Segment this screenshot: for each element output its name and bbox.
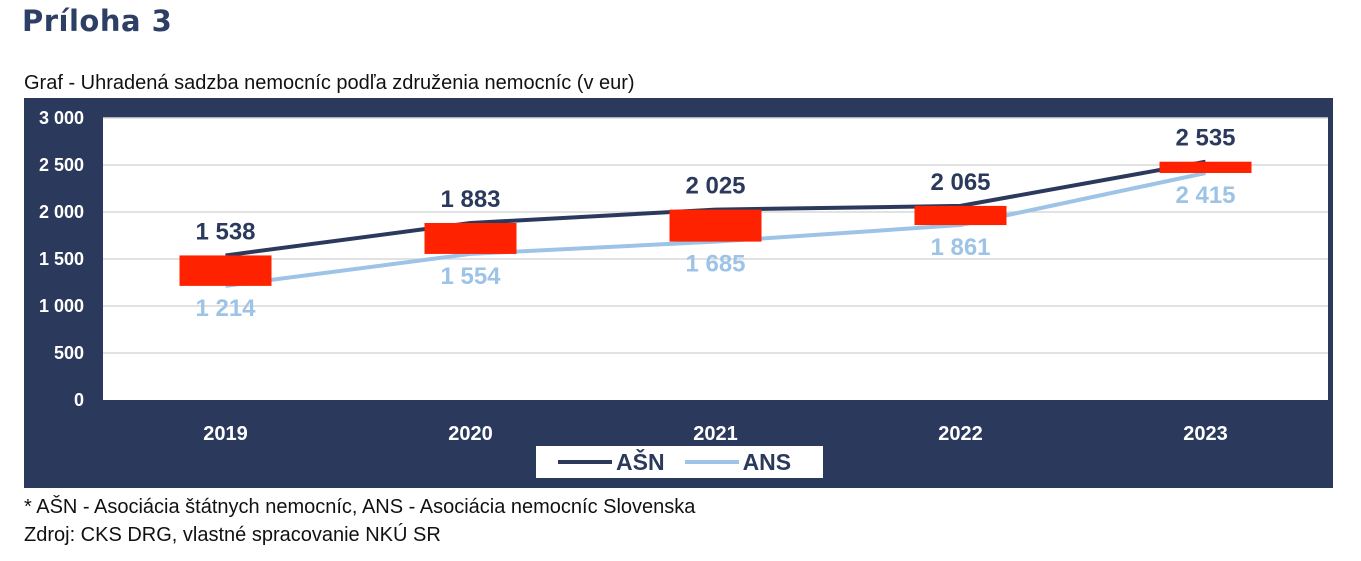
y-tick-label: 2 500 bbox=[39, 155, 84, 175]
legend-item-ans: ANS bbox=[684, 448, 792, 476]
highlight-box bbox=[179, 255, 272, 286]
data-label-ans: 1 861 bbox=[930, 234, 990, 261]
legend-label-ans: ANS bbox=[742, 448, 792, 475]
data-label-asn: 2 025 bbox=[685, 173, 745, 200]
footnote: * AŠN - Asociácia štátnych nemocníc, ANS… bbox=[24, 496, 696, 518]
x-tick-label: 2020 bbox=[448, 423, 493, 445]
data-label-asn: 1 538 bbox=[195, 218, 255, 245]
data-label-asn: 2 065 bbox=[930, 169, 990, 196]
data-label-asn: 2 535 bbox=[1175, 125, 1235, 152]
x-tick-label: 2023 bbox=[1183, 423, 1228, 445]
legend-swatch-ans bbox=[684, 460, 739, 464]
x-tick-label: 2021 bbox=[693, 423, 738, 445]
data-label-ans: 1 554 bbox=[440, 263, 501, 290]
data-label-asn: 1 883 bbox=[440, 186, 500, 213]
highlight-box bbox=[424, 222, 517, 254]
highlight-box bbox=[1159, 161, 1252, 173]
highlight-box bbox=[669, 209, 762, 242]
y-tick-label: 2 000 bbox=[39, 202, 84, 222]
source-note: Zdroj: CKS DRG, vlastné spracovanie NKÚ … bbox=[24, 524, 441, 546]
y-tick-label: 1 000 bbox=[39, 296, 84, 316]
y-tick-label: 500 bbox=[54, 343, 84, 363]
legend-item-asn: AŠN bbox=[558, 449, 665, 476]
y-tick-label: 0 bbox=[74, 390, 84, 410]
y-tick-label: 3 000 bbox=[39, 108, 84, 128]
page-heading: Príloha 3 bbox=[22, 4, 173, 38]
x-tick-label: 2019 bbox=[203, 423, 248, 445]
data-label-ans: 2 415 bbox=[1175, 182, 1235, 209]
highlight-box bbox=[914, 205, 1007, 226]
chart-title: Graf - Uhradená sadzba nemocníc podľa zd… bbox=[24, 72, 635, 94]
data-label-ans: 1 685 bbox=[685, 251, 745, 278]
data-label-ans: 1 214 bbox=[195, 295, 256, 322]
line-chart: 0 500 1 000 1 500 2 000 2 500 3 000 2019 2020 202… bbox=[39, 108, 1328, 445]
chart-legend: AŠN ANS bbox=[536, 446, 823, 478]
series-line-asn bbox=[225, 159, 1206, 258]
y-tick-label: 1 500 bbox=[39, 249, 84, 269]
legend-swatch-asn bbox=[558, 460, 612, 464]
x-tick-label: 2022 bbox=[938, 423, 983, 445]
legend-label-asn: AŠN bbox=[616, 448, 665, 475]
chart-panel: 0 500 1 000 1 500 2 000 2 500 3 000 2019 2020 202… bbox=[24, 98, 1333, 488]
